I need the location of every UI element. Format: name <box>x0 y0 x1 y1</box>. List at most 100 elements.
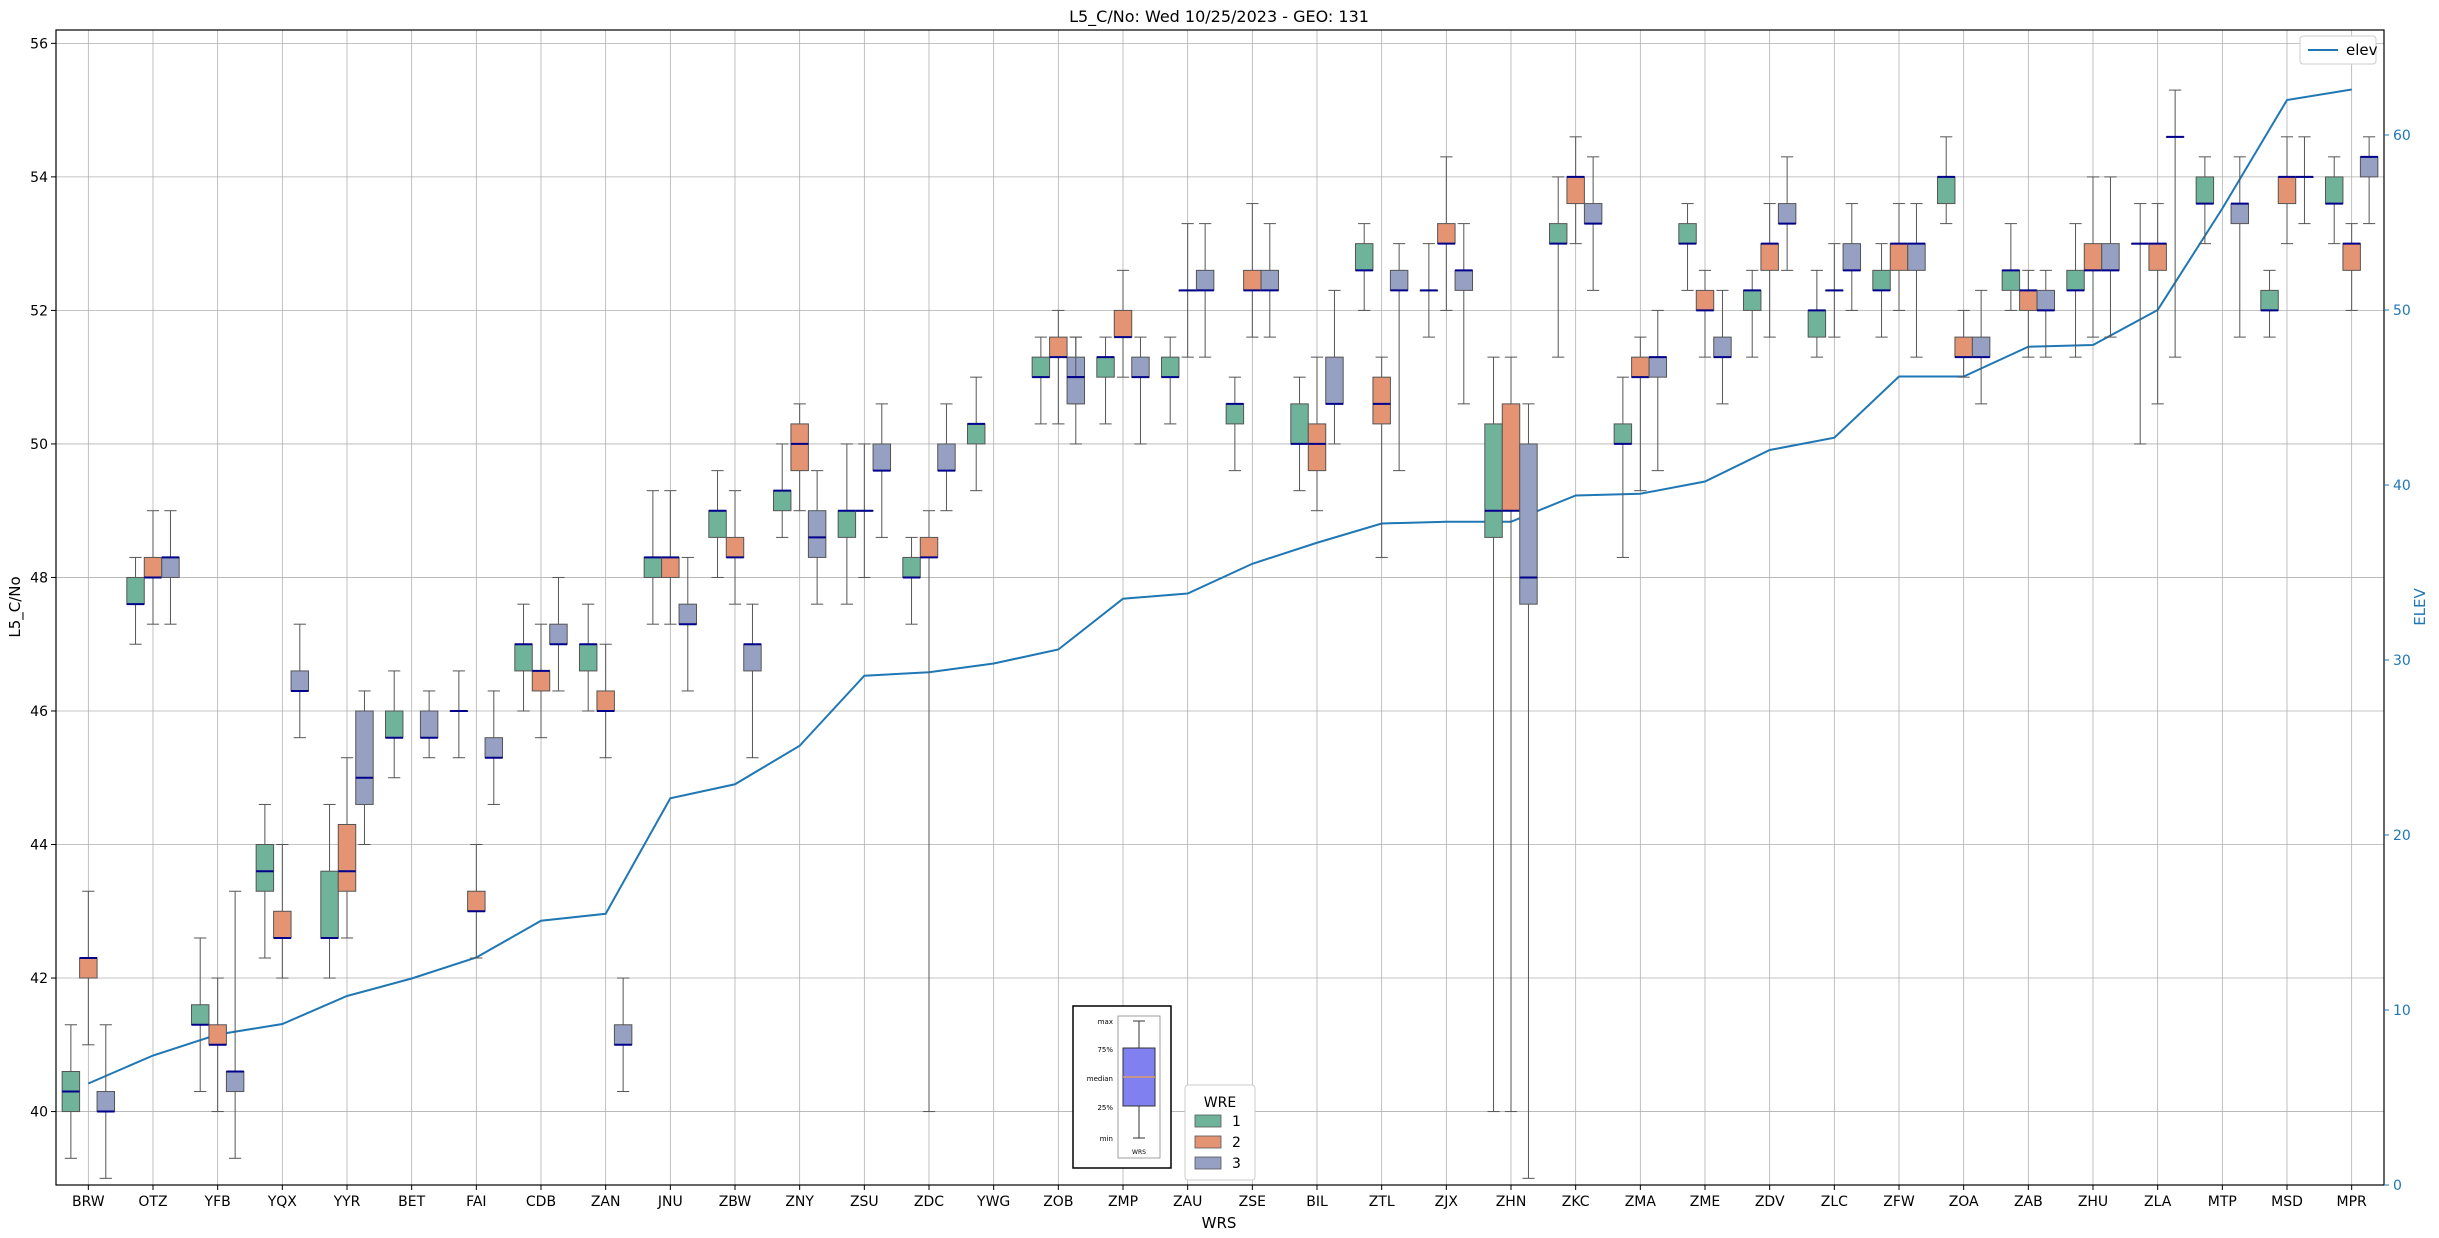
wre-legend-label-1: 1 <box>1232 1114 1241 1130</box>
y-tick-label: 54 <box>30 170 48 186</box>
plot-frame <box>55 29 2385 1186</box>
box-body <box>708 510 727 538</box>
x-tick-label: ZOA <box>1949 1194 1979 1210</box>
box-body <box>902 556 921 578</box>
y2-axis-label: ELEV <box>2411 587 2429 625</box>
wre-legend: WRE 1 2 3 <box>1184 1084 1256 1181</box>
wre-legend-swatch-1 <box>1194 1114 1222 1128</box>
x-tick-label: ZAB <box>2014 1194 2043 1210</box>
box-ZAN-wre2 <box>596 643 615 759</box>
y-axis-label: L5_C/No <box>6 576 25 637</box>
box-ZOB-wre2 <box>1049 309 1068 425</box>
box-body <box>1031 356 1051 378</box>
box-JNU-wre1 <box>643 490 663 625</box>
box-body <box>1066 376 1086 405</box>
box-ZDV-wre2 <box>1760 203 1779 338</box>
box-MPR-wre1 <box>2324 156 2344 245</box>
box-YQX-wre1 <box>255 803 275 959</box>
box-body <box>837 510 857 538</box>
y-tick-label: 56 <box>30 36 48 52</box>
box-body <box>1954 336 1973 358</box>
elev-line-series <box>87 88 2352 1085</box>
box-CDB-wre2 <box>531 623 551 739</box>
x-tick-label: YFB <box>204 1194 231 1210</box>
box-body <box>514 643 533 672</box>
wre-legend-box <box>1184 1084 1256 1181</box>
box-body <box>596 690 615 712</box>
box-YYR-wre3 <box>355 690 374 846</box>
box-body <box>1243 269 1262 291</box>
x-tick-label: ZME <box>1690 1194 1721 1210</box>
box-YQX-wre3 <box>290 623 310 739</box>
y-tick-label: 40 <box>30 1105 48 1121</box>
box-body <box>290 670 310 692</box>
box-body <box>79 957 98 979</box>
box-YFB-wre2 <box>208 977 227 1113</box>
box-ZAU-wre3 <box>1195 223 1215 358</box>
x-tick-label: ZHU <box>2078 1194 2108 1210</box>
box-body <box>1354 243 1374 271</box>
box-ZLC-wre2 <box>1825 243 1844 338</box>
box-ZBW-wre2 <box>725 490 745 605</box>
box-body <box>1307 423 1327 472</box>
x-tick-label: ZSE <box>1239 1194 1266 1210</box>
x-tick-label: ZBW <box>719 1194 752 1210</box>
box-ZHU-wre1 <box>2066 223 2085 358</box>
box-YFB-wre3 <box>225 890 245 1159</box>
box-ZHU-wre3 <box>2101 176 2120 338</box>
box-ZLC-wre1 <box>1807 269 1827 358</box>
box-ZKC-wre2 <box>1566 136 1585 245</box>
box-ZTL-wre3 <box>1389 243 1409 472</box>
x-tick-label: ZLA <box>2144 1194 2172 1210</box>
x-tick-label: ZAN <box>591 1194 621 1210</box>
box-body <box>161 556 180 578</box>
box-body <box>1936 176 1956 205</box>
x-tick-label: CDB <box>526 1194 556 1210</box>
elev-line <box>87 88 2352 1085</box>
box-ZJX-wre3 <box>1454 223 1474 405</box>
x-axis-ticks: BRW OTZ YFB YQX YYR BET FAI CDB ZAN JNU ZBW ZNY ZSU Z… <box>72 1185 2367 1210</box>
box-ZTL-wre1 <box>1354 223 1374 311</box>
x-tick-label: FAI <box>466 1194 486 1210</box>
box-ZAB-wre1 <box>2001 223 2021 311</box>
box-ZAU-wre1 <box>1160 336 1180 425</box>
box-body <box>2101 243 2120 271</box>
box-BRW-wre2 <box>79 890 98 1046</box>
y-tick-label: 48 <box>30 570 48 586</box>
box-MPR-wre3 <box>2359 136 2379 225</box>
box-body <box>1096 356 1115 378</box>
wre-legend-label-2: 2 <box>1232 1135 1241 1151</box>
box-body <box>1389 269 1409 291</box>
box-FAI-wre1 <box>449 670 469 759</box>
box-body <box>919 536 939 558</box>
box-MPR-wre2 <box>2342 223 2361 311</box>
box-body <box>1713 336 1732 358</box>
box-ZLA-wre2 <box>2148 203 2167 405</box>
box-ZME-wre3 <box>1713 289 1732 405</box>
box-body <box>126 576 145 605</box>
x-tick-label: ZDV <box>1755 1194 1785 1210</box>
box-body <box>1742 289 1762 311</box>
y2-tick-label: 10 <box>2393 1003 2411 1019</box>
box-ZAN-wre1 <box>578 603 598 712</box>
x-tick-label: ZKC <box>1562 1194 1590 1210</box>
box-BIL-wre3 <box>1325 289 1344 445</box>
box-body <box>1225 403 1245 425</box>
box-ZME-wre2 <box>1695 269 1715 358</box>
inset-frame <box>1072 1005 1172 1169</box>
y-tick-label: 52 <box>30 303 48 319</box>
x-tick-label: ZHN <box>1496 1194 1527 1210</box>
box-ZHN-wre2 <box>1501 356 1521 1113</box>
box-ZSE-wre3 <box>1260 223 1280 338</box>
box-body <box>96 1091 116 1113</box>
box-MSD-wre1 <box>2260 269 2279 338</box>
inset-axes <box>1117 1015 1161 1159</box>
box-body <box>384 710 404 739</box>
wre-legend-title: WRE <box>1204 1095 1236 1111</box>
box-ZSU-wre1 <box>837 443 857 605</box>
box-body <box>2324 176 2344 205</box>
box-ZOA-wre3 <box>1971 289 1991 405</box>
box-body <box>1049 336 1068 358</box>
box-ZLA-wre3 <box>2165 89 2185 358</box>
box-CDB-wre1 <box>514 603 533 712</box>
